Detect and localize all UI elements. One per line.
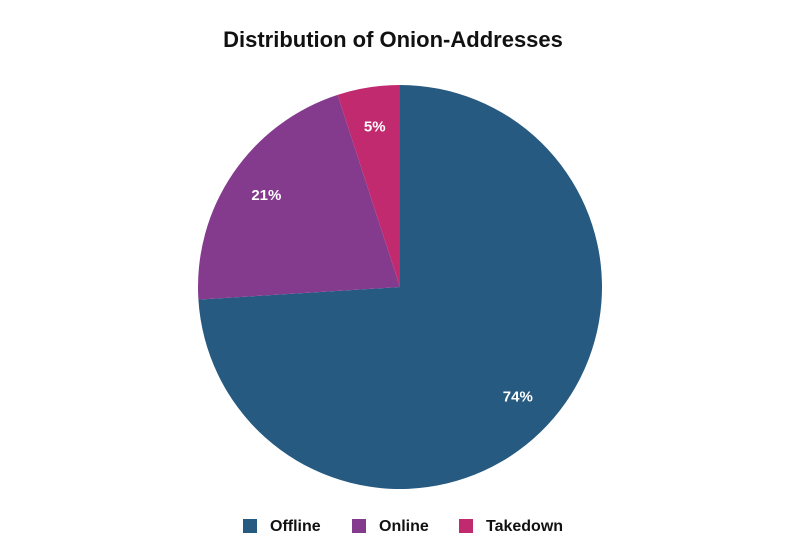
legend-swatch (352, 519, 366, 533)
legend-swatch (459, 519, 473, 533)
slice-label: 5% (364, 118, 386, 135)
legend-label: Offline (270, 518, 321, 535)
pie-slice (337, 85, 400, 287)
slice-label: 21% (251, 187, 281, 204)
legend-swatch (243, 519, 257, 533)
chart-title: Distribution of Onion-Addresses (223, 27, 563, 52)
slice-label: 74% (503, 389, 533, 406)
pie-slice (198, 85, 602, 489)
legend-label: Takedown (486, 518, 563, 535)
pie-slice (198, 94, 400, 300)
legend-label: Online (379, 518, 429, 535)
